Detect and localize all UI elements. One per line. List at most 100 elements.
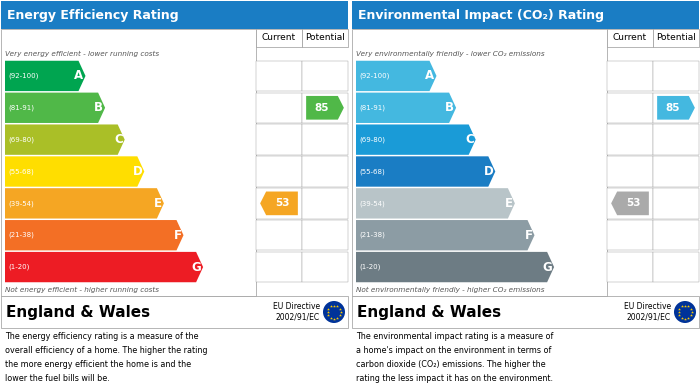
- Text: C: C: [465, 133, 474, 146]
- Polygon shape: [5, 252, 203, 282]
- Text: (39-54): (39-54): [359, 200, 385, 206]
- Text: (92-100): (92-100): [359, 73, 389, 79]
- Polygon shape: [356, 188, 515, 219]
- Text: The environmental impact rating is a measure of: The environmental impact rating is a mea…: [356, 332, 554, 341]
- Bar: [302, 156, 348, 187]
- Text: The energy efficiency rating is a measure of the: The energy efficiency rating is a measur…: [5, 332, 199, 341]
- Text: A: A: [74, 70, 83, 83]
- Circle shape: [674, 301, 696, 323]
- Polygon shape: [5, 188, 164, 219]
- Bar: [653, 156, 699, 187]
- Bar: [256, 93, 302, 123]
- Text: England & Wales: England & Wales: [357, 305, 501, 319]
- Text: (21-38): (21-38): [359, 232, 385, 239]
- Bar: [653, 220, 699, 250]
- Polygon shape: [657, 96, 695, 120]
- Polygon shape: [5, 156, 144, 187]
- Circle shape: [323, 301, 345, 323]
- Text: Very environmentally friendly - lower CO₂ emissions: Very environmentally friendly - lower CO…: [356, 50, 545, 57]
- Bar: [256, 156, 302, 187]
- Bar: [607, 220, 653, 250]
- Text: G: G: [542, 260, 552, 274]
- Bar: [653, 61, 699, 91]
- Text: 53: 53: [274, 198, 289, 208]
- Bar: [607, 252, 653, 282]
- Polygon shape: [5, 124, 125, 155]
- Text: (1-20): (1-20): [8, 264, 29, 270]
- Text: (69-80): (69-80): [359, 136, 385, 143]
- Bar: [653, 93, 699, 123]
- Text: (69-80): (69-80): [8, 136, 34, 143]
- Bar: [302, 124, 348, 155]
- Text: (81-91): (81-91): [359, 104, 385, 111]
- Text: Current: Current: [613, 34, 647, 43]
- Text: carbon dioxide (CO₂) emissions. The higher the: carbon dioxide (CO₂) emissions. The high…: [356, 360, 545, 369]
- Text: Very energy efficient - lower running costs: Very energy efficient - lower running co…: [5, 50, 159, 57]
- Text: G: G: [191, 260, 201, 274]
- Bar: [1, 296, 348, 328]
- Polygon shape: [356, 252, 554, 282]
- Text: 85: 85: [666, 103, 680, 113]
- Text: B: B: [94, 101, 103, 114]
- Bar: [352, 1, 699, 29]
- Bar: [302, 61, 348, 91]
- Text: a home's impact on the environment in terms of: a home's impact on the environment in te…: [356, 346, 552, 355]
- Text: rating the less impact it has on the environment.: rating the less impact it has on the env…: [356, 374, 553, 383]
- Polygon shape: [5, 61, 85, 91]
- Bar: [352, 29, 607, 296]
- Polygon shape: [356, 124, 476, 155]
- Text: Not environmentally friendly - higher CO₂ emissions: Not environmentally friendly - higher CO…: [356, 287, 545, 292]
- Text: EU Directive
2002/91/EC: EU Directive 2002/91/EC: [273, 302, 320, 322]
- Text: EU Directive
2002/91/EC: EU Directive 2002/91/EC: [624, 302, 671, 322]
- Text: (55-68): (55-68): [8, 168, 34, 175]
- Polygon shape: [5, 220, 183, 250]
- Polygon shape: [5, 93, 105, 123]
- Bar: [607, 93, 653, 123]
- Bar: [607, 188, 653, 219]
- Text: (1-20): (1-20): [359, 264, 380, 270]
- Bar: [607, 61, 653, 91]
- Text: D: D: [484, 165, 494, 178]
- Polygon shape: [356, 220, 535, 250]
- Bar: [256, 220, 302, 250]
- Polygon shape: [356, 93, 456, 123]
- Text: 85: 85: [315, 103, 329, 113]
- Bar: [607, 156, 653, 187]
- Bar: [302, 188, 348, 219]
- Bar: [653, 252, 699, 282]
- Bar: [256, 252, 302, 282]
- Bar: [302, 220, 348, 250]
- Bar: [1, 1, 348, 29]
- Text: (39-54): (39-54): [8, 200, 34, 206]
- Bar: [256, 188, 302, 219]
- Text: (81-91): (81-91): [8, 104, 34, 111]
- Text: Current: Current: [262, 34, 296, 43]
- Polygon shape: [306, 96, 344, 120]
- Text: (55-68): (55-68): [359, 168, 385, 175]
- Text: (92-100): (92-100): [8, 73, 38, 79]
- Bar: [607, 124, 653, 155]
- Bar: [653, 188, 699, 219]
- Bar: [302, 252, 348, 282]
- Bar: [653, 124, 699, 155]
- Text: lower the fuel bills will be.: lower the fuel bills will be.: [5, 374, 110, 383]
- Text: E: E: [154, 197, 162, 210]
- Polygon shape: [260, 192, 298, 215]
- Text: England & Wales: England & Wales: [6, 305, 150, 319]
- Text: F: F: [524, 229, 533, 242]
- Text: Environmental Impact (CO₂) Rating: Environmental Impact (CO₂) Rating: [358, 9, 604, 22]
- Bar: [256, 61, 302, 91]
- Text: E: E: [505, 197, 513, 210]
- Text: (21-38): (21-38): [8, 232, 34, 239]
- Polygon shape: [611, 192, 649, 215]
- Text: F: F: [174, 229, 181, 242]
- Text: A: A: [426, 70, 435, 83]
- Bar: [256, 29, 302, 47]
- Bar: [302, 29, 348, 47]
- Text: Energy Efficiency Rating: Energy Efficiency Rating: [7, 9, 178, 22]
- Text: Potential: Potential: [656, 34, 696, 43]
- Text: Not energy efficient - higher running costs: Not energy efficient - higher running co…: [5, 287, 159, 292]
- Text: C: C: [114, 133, 122, 146]
- Text: Potential: Potential: [305, 34, 345, 43]
- Polygon shape: [356, 61, 437, 91]
